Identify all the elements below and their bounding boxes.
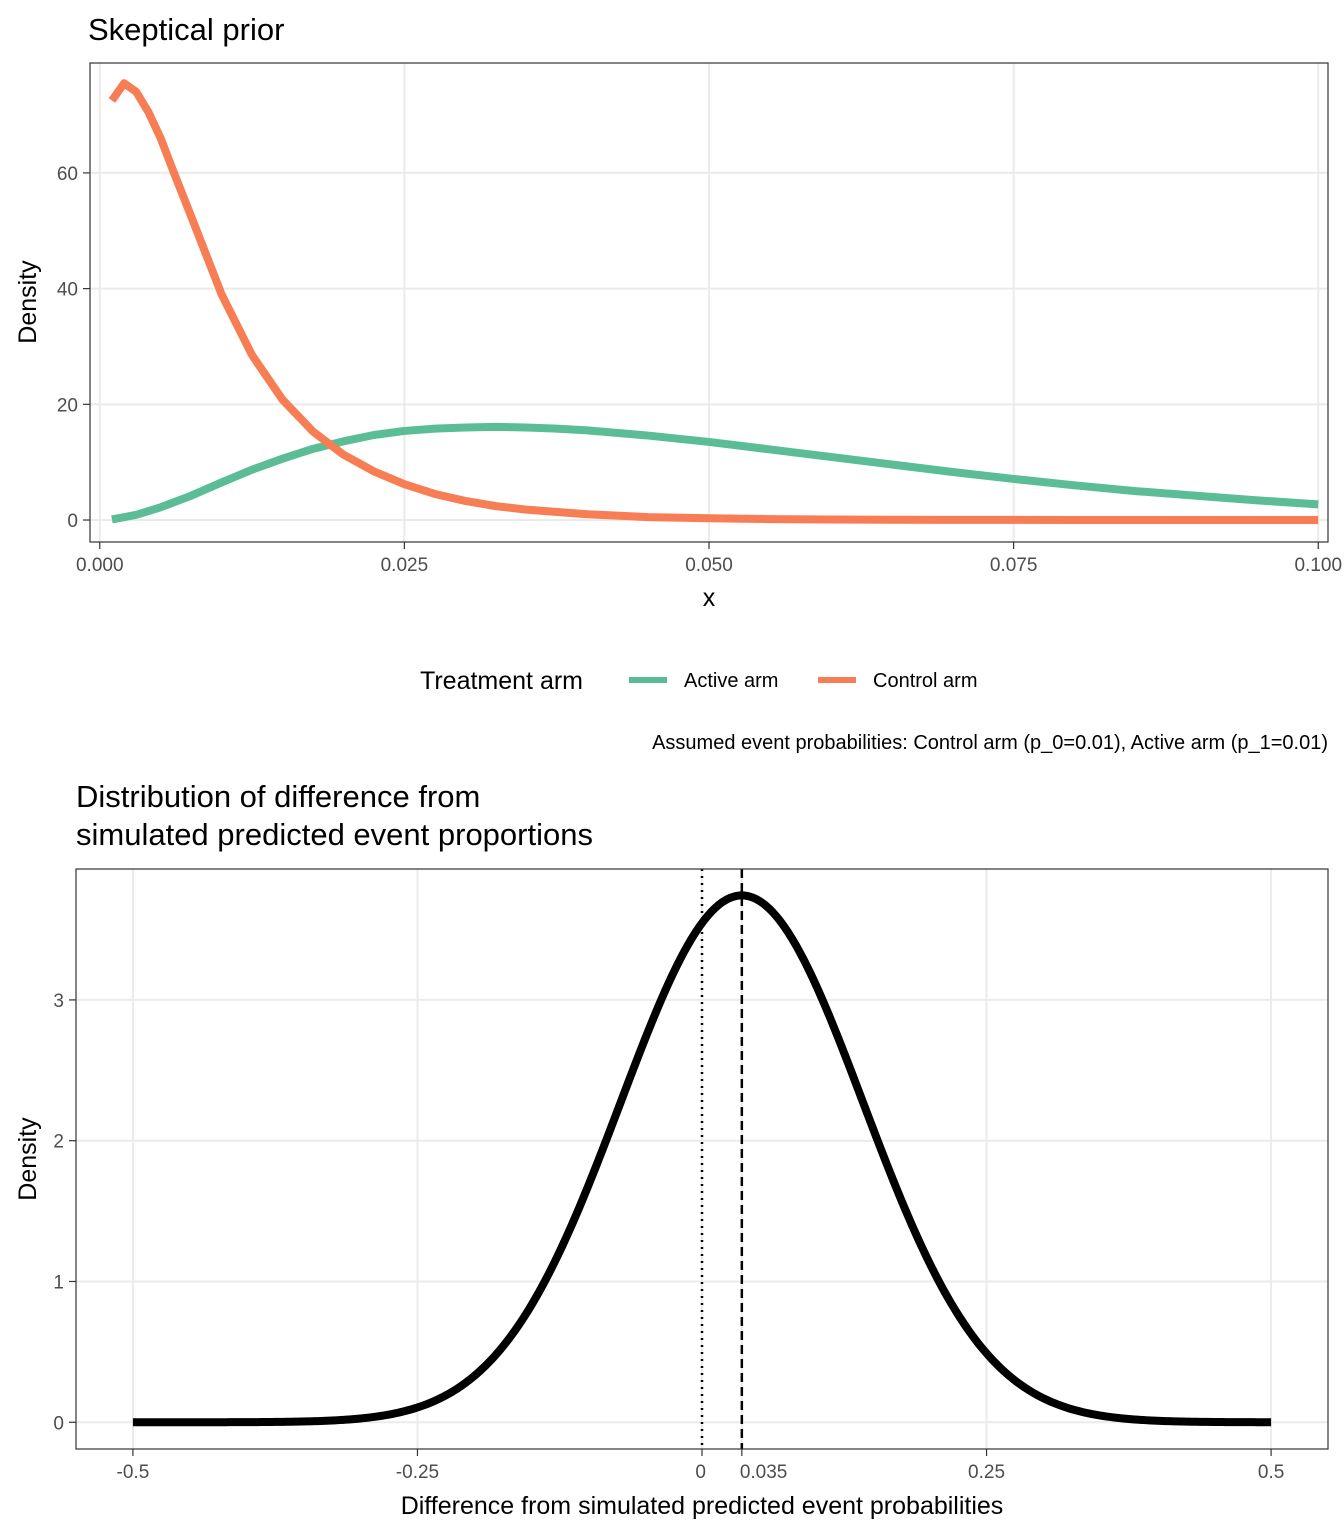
y-tick-label: 2 [53,1132,64,1153]
x-tick-label: -0.5 [117,1462,150,1483]
skeptical-prior-chart: Skeptical prior 0.000 0.025 0.050 0.075 0.10… [14,12,1342,754]
axes: 0.000 0.025 0.050 0.075 0.100 0 20 40 60 [57,164,1342,576]
grid [76,869,1328,1449]
chart-title-line-1: Distribution of difference from [76,779,480,814]
series-lines [108,79,1319,525]
y-tick-label: 0 [67,511,78,532]
x-tick-label: 0.050 [685,555,733,576]
chart-title: Skeptical prior [88,12,284,47]
y-tick-label: 1 [53,1272,64,1293]
x-tick-label: 0.075 [990,555,1038,576]
y-tick-label: 20 [57,395,78,416]
legend-title: Treatment arm [420,667,583,695]
y-tick-label: 40 [57,280,78,301]
y-axis-title: Density [14,260,42,344]
x-tick-label: 0.035 [740,1462,788,1483]
series-line-control-arm [108,79,1319,525]
x-tick-label: 0.025 [381,555,429,576]
x-tick-label: 0.25 [968,1462,1005,1483]
grid [90,63,1328,542]
legend-label-control-arm: Control arm [873,670,977,692]
y-tick-label: 0 [53,1413,64,1434]
x-tick-label: 0.100 [1294,555,1342,576]
x-tick-label: 0.5 [1258,1462,1284,1483]
legend: Treatment arm Active arm Control arm [420,667,977,695]
caption: Assumed event probabilities: Control arm… [652,732,1328,754]
y-axis-title: Density [14,1117,42,1201]
x-tick-label: 0 [695,1462,706,1483]
x-tick-label: 0.000 [76,555,124,576]
axes: -0.5 -0.25 0 0.035 0.25 0.5 0 1 2 3 [53,991,1284,1483]
y-tick-label: 60 [57,164,78,185]
y-tick-label: 3 [53,991,64,1012]
series-line-density [131,891,1273,1427]
reference-lines [700,869,744,1449]
x-tick-label: -0.25 [396,1462,439,1483]
series-lines [131,891,1273,1427]
series-line-active-arm [111,422,1319,524]
x-axis-title: x [703,584,716,612]
legend-label-active-arm: Active arm [684,670,778,692]
difference-distribution-chart: Distribution of difference from simulate… [14,779,1329,1520]
x-axis-title: Difference from simulated predicted even… [401,1492,1004,1520]
chart-title-line-2: simulated predicted event proportions [76,817,593,852]
